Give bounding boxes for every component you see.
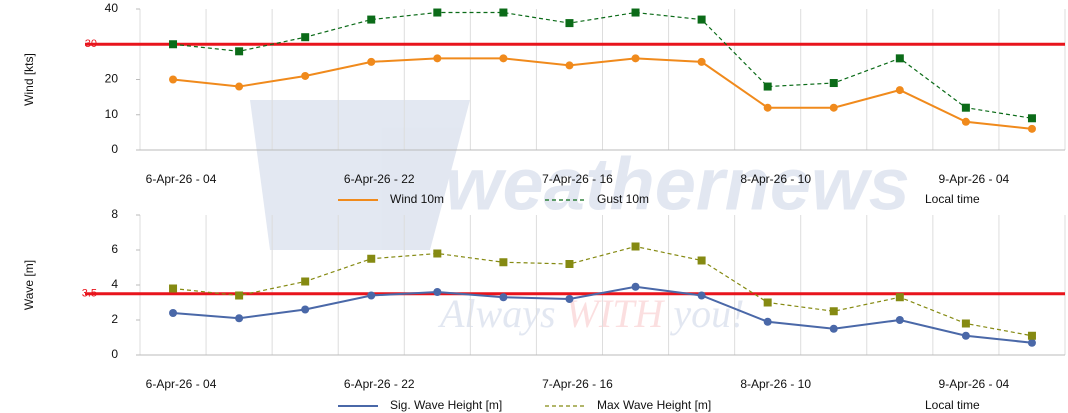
data-point	[829, 103, 838, 112]
data-point	[433, 54, 442, 63]
data-point	[763, 317, 772, 326]
data-point	[763, 103, 772, 112]
data-point	[169, 309, 178, 317]
data-point	[961, 103, 970, 112]
data-point	[961, 319, 970, 328]
legend-label: Sig. Wave Height [m]	[390, 398, 502, 412]
x-tick-label: 7-Apr-26 - 16	[542, 172, 613, 186]
x-tick-label: 6-Apr-26 - 22	[344, 377, 415, 391]
y-tick-label: 0	[111, 347, 118, 361]
data-point	[829, 307, 838, 316]
data-point	[433, 8, 442, 17]
y-tick-label: 2	[111, 312, 118, 326]
data-point	[763, 298, 772, 307]
watermark-slogan: Always WITH you!	[437, 291, 744, 336]
data-point	[895, 54, 904, 63]
data-point	[367, 15, 376, 24]
data-point	[697, 291, 706, 300]
data-point	[697, 57, 706, 66]
data-point	[1027, 338, 1036, 347]
y-tick-label: 4	[111, 277, 118, 291]
data-point	[301, 277, 310, 286]
legend-label: Wind 10m	[390, 192, 444, 206]
watermark-logo	[250, 100, 470, 250]
data-point	[499, 8, 508, 17]
x-tick-label: 9-Apr-26 - 04	[939, 377, 1010, 391]
data-point	[235, 314, 244, 323]
data-point	[235, 47, 244, 56]
threshold-label: 30	[85, 38, 97, 50]
series-line	[172, 57, 1033, 130]
data-point	[565, 19, 574, 28]
data-point	[1027, 124, 1036, 133]
x-tick-label: 8-Apr-26 - 10	[740, 172, 811, 186]
series-line	[172, 245, 1033, 337]
x-tick-label: 6-Apr-26 - 04	[146, 377, 217, 391]
x-axis-label: Local time	[925, 398, 980, 412]
data-point	[367, 57, 376, 66]
slogan-part: WITH	[566, 291, 666, 336]
data-point	[697, 256, 706, 265]
x-axis-label: Local time	[925, 192, 980, 206]
watermark-brand: weathernews	[445, 143, 910, 226]
data-point	[961, 331, 970, 340]
series-line	[172, 285, 1033, 344]
x-tick-label: 8-Apr-26 - 10	[740, 377, 811, 391]
data-point	[895, 293, 904, 302]
data-point	[895, 316, 904, 324]
series-line	[172, 11, 1033, 119]
data-point	[565, 61, 574, 70]
y-tick-label: 10	[105, 107, 119, 121]
y-tick-label: 20	[105, 72, 119, 86]
data-point	[565, 260, 574, 268]
data-point	[301, 305, 310, 314]
data-point	[895, 86, 904, 95]
data-point	[1027, 114, 1036, 123]
y-axis-label: Wave [m]	[22, 260, 36, 310]
threshold-label: 3.5	[82, 288, 97, 300]
y-tick-label: 0	[111, 142, 118, 156]
data-point	[829, 79, 838, 88]
data-point	[829, 324, 838, 333]
y-axis-label: Wind [kts]	[22, 53, 36, 106]
data-point	[961, 117, 970, 126]
data-point	[499, 258, 508, 267]
y-tick-label: 40	[105, 1, 119, 15]
x-tick-label: 7-Apr-26 - 16	[542, 377, 613, 391]
data-point	[367, 291, 376, 300]
data-point	[235, 291, 244, 300]
data-point	[631, 242, 640, 251]
data-point	[499, 293, 508, 302]
watermark: weathernews	[250, 100, 910, 250]
data-point	[169, 284, 178, 293]
data-point	[763, 82, 772, 91]
data-point	[301, 33, 310, 42]
data-point	[367, 254, 376, 263]
data-point	[631, 54, 640, 63]
y-tick-label: 8	[111, 207, 118, 221]
x-tick-label: 6-Apr-26 - 04	[146, 172, 217, 186]
data-point	[169, 75, 178, 84]
slogan-part: you!	[669, 291, 744, 336]
data-point	[697, 15, 706, 24]
y-tick-label: 6	[111, 242, 118, 256]
data-point	[433, 249, 442, 258]
data-point	[565, 295, 574, 303]
data-point	[169, 40, 178, 49]
legend-label: Max Wave Height [m]	[597, 398, 711, 412]
data-point	[631, 8, 640, 17]
legend-label: Gust 10m	[597, 192, 649, 206]
data-point	[301, 71, 310, 80]
x-tick-label: 9-Apr-26 - 04	[939, 172, 1010, 186]
data-point	[631, 282, 640, 291]
x-tick-label: 6-Apr-26 - 22	[344, 172, 415, 186]
data-point	[433, 288, 442, 296]
data-point	[235, 82, 244, 91]
data-point	[1027, 331, 1036, 340]
data-point	[499, 54, 508, 63]
